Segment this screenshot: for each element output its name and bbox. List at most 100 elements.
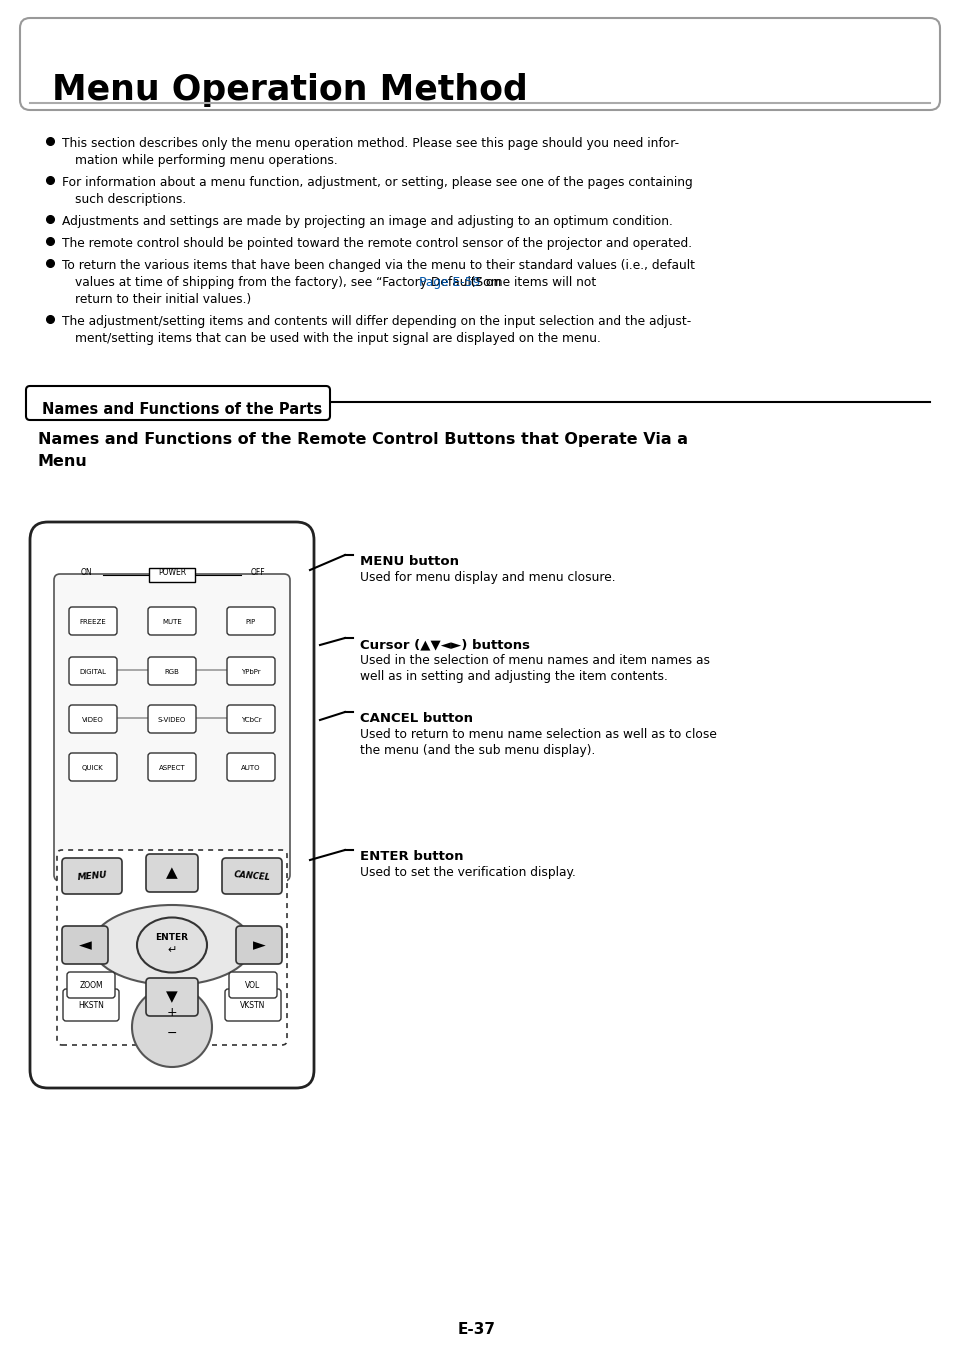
Bar [117, 28, 118, 100]
Bar [76, 28, 78, 100]
Text: MENU: MENU [76, 871, 107, 882]
FancyBboxPatch shape [148, 607, 195, 635]
Bar [36, 28, 37, 100]
Bar [126, 28, 128, 100]
Bar [118, 28, 120, 100]
FancyBboxPatch shape [146, 977, 198, 1015]
Bar [102, 28, 104, 100]
Bar [113, 28, 115, 100]
Bar [110, 28, 111, 100]
Bar [92, 28, 94, 100]
Bar [57, 28, 58, 100]
Bar [84, 28, 86, 100]
Text: ↵: ↵ [167, 945, 176, 955]
Text: Used in the selection of menu names and item names as: Used in the selection of menu names and … [359, 654, 709, 667]
Bar [135, 28, 136, 100]
Bar [68, 28, 69, 100]
FancyBboxPatch shape [69, 704, 117, 733]
Bar [58, 28, 60, 100]
FancyBboxPatch shape [149, 568, 194, 581]
Bar [89, 28, 90, 100]
Text: Menu Operation Method: Menu Operation Method [52, 73, 527, 107]
Bar [142, 28, 144, 100]
Text: values at time of shipping from the factory), see “Factory Default” on: values at time of shipping from the fact… [75, 276, 504, 289]
Bar [131, 28, 132, 100]
Text: return to their initial values.): return to their initial values.) [75, 293, 251, 306]
Bar [47, 28, 48, 100]
FancyBboxPatch shape [30, 522, 314, 1088]
Text: Adjustments and settings are made by projecting an image and adjusting to an opt: Adjustments and settings are made by pro… [62, 215, 672, 228]
Text: ZOOM: ZOOM [79, 980, 103, 990]
Bar [90, 28, 91, 100]
Bar [61, 28, 63, 100]
Text: ◄: ◄ [78, 936, 91, 955]
Bar [42, 28, 44, 100]
Bar [112, 28, 114, 100]
Text: OFF: OFF [251, 568, 265, 577]
Text: ENTER: ENTER [155, 933, 189, 942]
FancyBboxPatch shape [227, 753, 274, 781]
Bar [136, 28, 138, 100]
Text: ENTER button: ENTER button [359, 850, 463, 863]
Text: For information about a menu function, adjustment, or setting, please see one of: For information about a menu function, a… [62, 176, 692, 189]
Bar [52, 28, 54, 100]
Bar [31, 28, 33, 100]
Bar [78, 28, 79, 100]
Bar [81, 28, 83, 100]
FancyBboxPatch shape [227, 607, 274, 635]
Bar [75, 28, 76, 100]
Text: MUTE: MUTE [162, 619, 182, 625]
Text: VOL: VOL [245, 980, 260, 990]
FancyBboxPatch shape [227, 657, 274, 685]
FancyBboxPatch shape [146, 854, 198, 892]
Text: ►: ► [253, 936, 265, 955]
Bar [149, 28, 150, 100]
Bar [91, 28, 93, 100]
Bar [107, 28, 108, 100]
Text: Used for menu display and menu closure.: Used for menu display and menu closure. [359, 571, 615, 584]
Bar [100, 28, 102, 100]
Bar [30, 28, 31, 100]
Text: ▲: ▲ [166, 865, 177, 880]
Text: Names and Functions of the Parts: Names and Functions of the Parts [42, 402, 322, 416]
Bar [105, 28, 107, 100]
FancyBboxPatch shape [229, 972, 276, 998]
Bar [66, 28, 68, 100]
Bar [69, 28, 71, 100]
Text: Page E-59: Page E-59 [419, 276, 480, 289]
Text: HKSTN: HKSTN [78, 1000, 104, 1010]
FancyBboxPatch shape [69, 753, 117, 781]
FancyBboxPatch shape [63, 990, 119, 1021]
Bar [86, 28, 87, 100]
Text: Menu: Menu [38, 454, 88, 469]
Bar [54, 28, 55, 100]
Bar [128, 28, 129, 100]
Bar [79, 28, 81, 100]
Text: ▼: ▼ [166, 990, 177, 1005]
Text: CANCEL button: CANCEL button [359, 713, 473, 725]
FancyBboxPatch shape [62, 926, 108, 964]
Text: +: + [167, 1006, 177, 1019]
Text: DIGITAL: DIGITAL [79, 669, 107, 675]
Bar [115, 28, 117, 100]
Text: PIP: PIP [246, 619, 255, 625]
Ellipse shape [137, 918, 207, 972]
Text: ASPECT: ASPECT [158, 765, 185, 771]
Text: Names and Functions of the Remote Control Buttons that Operate Via a: Names and Functions of the Remote Contro… [38, 433, 687, 448]
Text: To return the various items that have been changed via the menu to their standar: To return the various items that have be… [62, 260, 695, 272]
Bar [71, 28, 73, 100]
Text: Cursor (▲▼◄►) buttons: Cursor (▲▼◄►) buttons [359, 638, 530, 652]
Bar [44, 28, 45, 100]
Bar [121, 28, 123, 100]
Text: QUICK: QUICK [82, 765, 104, 771]
Text: VIDEO: VIDEO [82, 717, 104, 723]
Bar [65, 28, 66, 100]
Bar [123, 28, 125, 100]
Text: ment/setting items that can be used with the input signal are displayed on the m: ment/setting items that can be used with… [75, 333, 600, 345]
Bar [87, 28, 89, 100]
Text: ON: ON [80, 568, 91, 577]
FancyBboxPatch shape [67, 972, 115, 998]
Bar [82, 28, 84, 100]
Bar [73, 28, 75, 100]
Bar [60, 28, 62, 100]
